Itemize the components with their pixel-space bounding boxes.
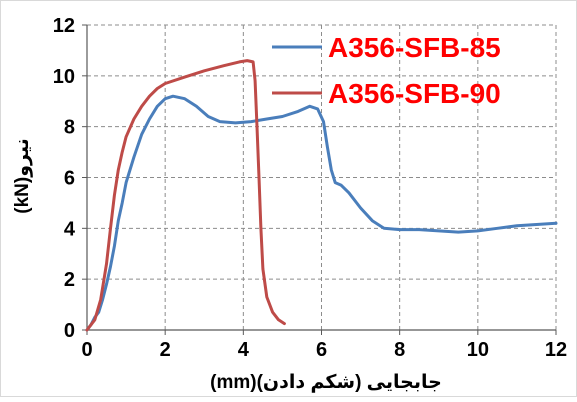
- y-axis-title: نیرو(kN): [12, 138, 33, 213]
- legend-label-2: A356-SFB-90: [328, 78, 501, 109]
- legend: A356-SFB-85 A356-SFB-90: [272, 32, 501, 109]
- series-line-2: [85, 59, 286, 332]
- y-tick-label: 4: [64, 218, 76, 240]
- series-line-1: [85, 94, 558, 332]
- y-tick-label: 6: [64, 168, 75, 190]
- x-tick-label: 6: [316, 339, 327, 361]
- axes: [82, 24, 557, 335]
- gridlines: [87, 24, 557, 330]
- x-tick-label: 2: [160, 339, 171, 361]
- series-lines: [85, 59, 558, 332]
- x-tick-label: 0: [81, 339, 92, 361]
- y-tick-label: 10: [53, 66, 75, 88]
- y-tick-label: 2: [64, 269, 75, 291]
- x-tick-label: 8: [394, 339, 405, 361]
- y-tick-label: 0: [64, 320, 75, 342]
- y-tick-label: 8: [64, 117, 75, 139]
- x-tick-label: 10: [467, 339, 489, 361]
- x-tick-label: 12: [545, 339, 567, 361]
- x-tick-label: 4: [238, 339, 250, 361]
- y-tick-label: 12: [53, 15, 75, 37]
- legend-label-1: A356-SFB-85: [328, 32, 501, 63]
- tick-labels: 0 2 4 6 8 10 12 0 2 4 6 8 10 12: [53, 15, 567, 361]
- x-axis-title: جابجایی (شکم دادن)(mm): [210, 372, 442, 393]
